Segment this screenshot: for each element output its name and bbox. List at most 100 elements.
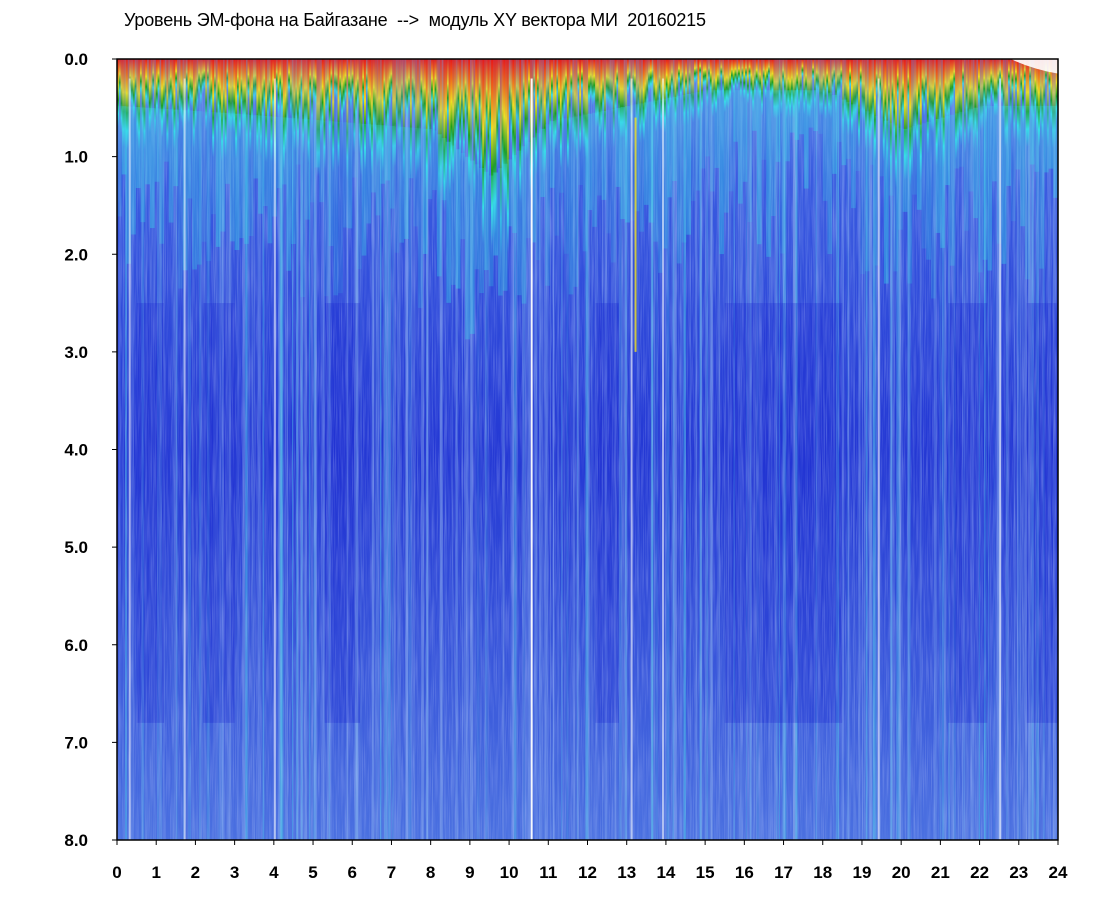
band-column — [475, 59, 478, 157]
band-haze — [333, 121, 339, 296]
band-haze — [992, 105, 997, 182]
band-column — [499, 59, 502, 259]
band-column — [178, 59, 181, 114]
band-column — [898, 59, 901, 176]
band-column — [1027, 59, 1030, 147]
band-column — [575, 59, 578, 161]
band-column — [858, 59, 860, 149]
band-column — [912, 59, 915, 150]
band-column — [709, 59, 712, 96]
band-column — [545, 59, 548, 127]
band-haze — [1034, 105, 1040, 172]
band-haze — [681, 94, 687, 243]
band-column — [850, 59, 853, 136]
band-column — [625, 59, 628, 150]
band-column — [201, 59, 204, 95]
band-haze — [131, 106, 136, 235]
band-column — [985, 59, 988, 123]
band-column — [356, 59, 359, 110]
band-column — [558, 59, 561, 132]
band-haze — [121, 106, 127, 175]
band-column — [496, 59, 499, 171]
band-haze — [483, 171, 489, 271]
band-column — [570, 59, 573, 99]
band-haze — [954, 113, 960, 169]
band-column — [408, 59, 411, 108]
band-haze — [874, 116, 880, 266]
band-column — [221, 59, 224, 162]
band-haze — [1048, 105, 1054, 169]
band-column — [967, 59, 970, 145]
band-haze — [305, 119, 310, 220]
band-column — [748, 59, 751, 80]
band-haze — [808, 90, 814, 128]
band-haze — [818, 90, 823, 134]
band-column — [194, 59, 197, 128]
band-haze — [507, 159, 513, 227]
band-column — [951, 59, 954, 106]
band-column — [360, 59, 363, 175]
band-haze — [648, 101, 654, 223]
band-haze — [488, 175, 494, 287]
band-column — [542, 59, 545, 175]
band-column — [819, 59, 822, 116]
band-haze — [531, 137, 536, 243]
band-column — [962, 59, 965, 90]
band-haze — [643, 102, 649, 205]
band-haze — [601, 110, 607, 200]
band-column — [628, 59, 631, 90]
band-column — [676, 59, 679, 109]
band-column — [469, 59, 472, 191]
band-column — [692, 59, 695, 123]
x-tick-label: 11 — [539, 863, 557, 882]
x-tick-label: 15 — [696, 863, 715, 882]
band-haze — [324, 120, 329, 297]
band-column — [196, 59, 199, 111]
band-column — [351, 59, 354, 98]
band-column — [416, 59, 419, 173]
y-tick-label: 4.0 — [64, 441, 88, 460]
band-column — [861, 59, 864, 122]
band-column — [136, 59, 139, 141]
band-column — [510, 59, 513, 144]
band-column — [715, 59, 718, 114]
band-haze — [968, 109, 974, 192]
band-column — [1018, 59, 1021, 148]
y-tick-label: 8.0 — [64, 831, 88, 850]
band-column — [713, 59, 716, 108]
band-column — [1043, 59, 1046, 120]
band-haze — [540, 128, 546, 197]
band-column — [722, 59, 725, 98]
y-tick-label: 1.0 — [64, 148, 88, 167]
band-haze — [479, 168, 484, 294]
band-column — [388, 59, 391, 109]
band-column — [424, 59, 426, 134]
band-haze — [794, 90, 800, 140]
band-column — [626, 59, 629, 96]
band-haze — [187, 110, 193, 199]
band-column — [134, 59, 137, 105]
band-column — [716, 59, 719, 100]
band-column — [372, 59, 375, 134]
band-column — [386, 59, 389, 131]
band-column — [826, 59, 829, 96]
band-column — [206, 59, 209, 91]
band-column — [242, 59, 245, 131]
band-column — [289, 59, 292, 117]
band-column — [566, 59, 569, 169]
band-haze — [192, 110, 197, 270]
band-column — [212, 59, 215, 157]
band-column — [699, 59, 702, 78]
bright-streak — [630, 78, 633, 840]
band-column — [1020, 59, 1023, 101]
y-tick-label: 2.0 — [64, 245, 88, 264]
band-column — [792, 59, 795, 119]
band-column — [549, 59, 552, 146]
band-haze — [385, 125, 390, 181]
band-column — [219, 59, 222, 133]
band-column — [288, 59, 291, 95]
bright-streak — [999, 78, 1002, 840]
band-haze — [441, 138, 447, 201]
band-column — [817, 59, 820, 96]
band-haze — [309, 119, 315, 203]
